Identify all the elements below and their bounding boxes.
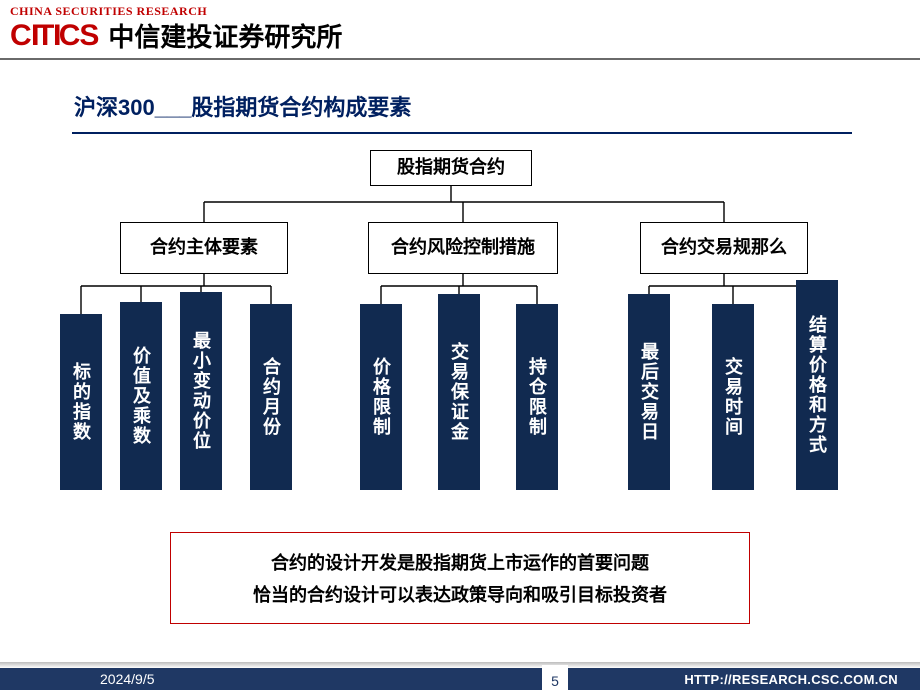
tree-diagram: 股指期货合约合约主体要素 合约风险控制措施 合约交易规那么标的指数价值及乘数最小变动… [0,144,920,524]
leaf-node: 交易保证金 [438,294,480,490]
title-underline [72,132,852,134]
leaf-node: 交易时间 [712,304,754,490]
footer-url: HTTP://RESEARCH.CSC.COM.CN [684,672,898,687]
branch-node: 合约交易规那么 [640,222,808,274]
callout-line-1: 合约的设计开发是股指期货上市运作的首要问题 [181,549,739,575]
logo-en: CITICS [10,19,98,53]
header-divider [0,58,920,60]
header: CHINA SECURITIES RESEARCH CITICS 中信建投证券研… [0,0,920,60]
footer-date: 2024/9/5 [100,671,155,687]
leaf-node: 最小变动价位 [180,292,222,490]
leaf-node: 价格限制 [360,304,402,490]
logo-row: CITICS 中信建投证券研究所 [10,17,910,54]
footer: 2024/9/5 5 HTTP://RESEARCH.CSC.COM.CN [0,662,920,690]
root-node: 股指期货合约 [370,150,532,186]
footer-bar: 2024/9/5 5 HTTP://RESEARCH.CSC.COM.CN [0,668,920,690]
leaf-node: 结算价格和方式 [796,280,838,490]
slide-title: 沪深300___股指期货合约构成要素 [74,90,920,122]
leaf-node: 最后交易日 [628,294,670,490]
leaf-node: 持仓限制 [516,304,558,490]
callout-line-2: 恰当的合约设计可以表达政策导向和吸引目标投资者 [181,581,739,607]
branch-node: 合约主体要素 [120,222,288,274]
branch-node: 合约风险控制措施 [368,222,558,274]
logo-cn: 中信建投证券研究所 [108,17,342,54]
footer-page: 5 [542,665,568,690]
callout-box: 合约的设计开发是股指期货上市运作的首要问题 恰当的合约设计可以表达政策导向和吸引… [170,532,750,624]
leaf-node: 价值及乘数 [120,302,162,490]
leaf-node: 标的指数 [60,314,102,490]
leaf-node: 合约月份 [250,304,292,490]
